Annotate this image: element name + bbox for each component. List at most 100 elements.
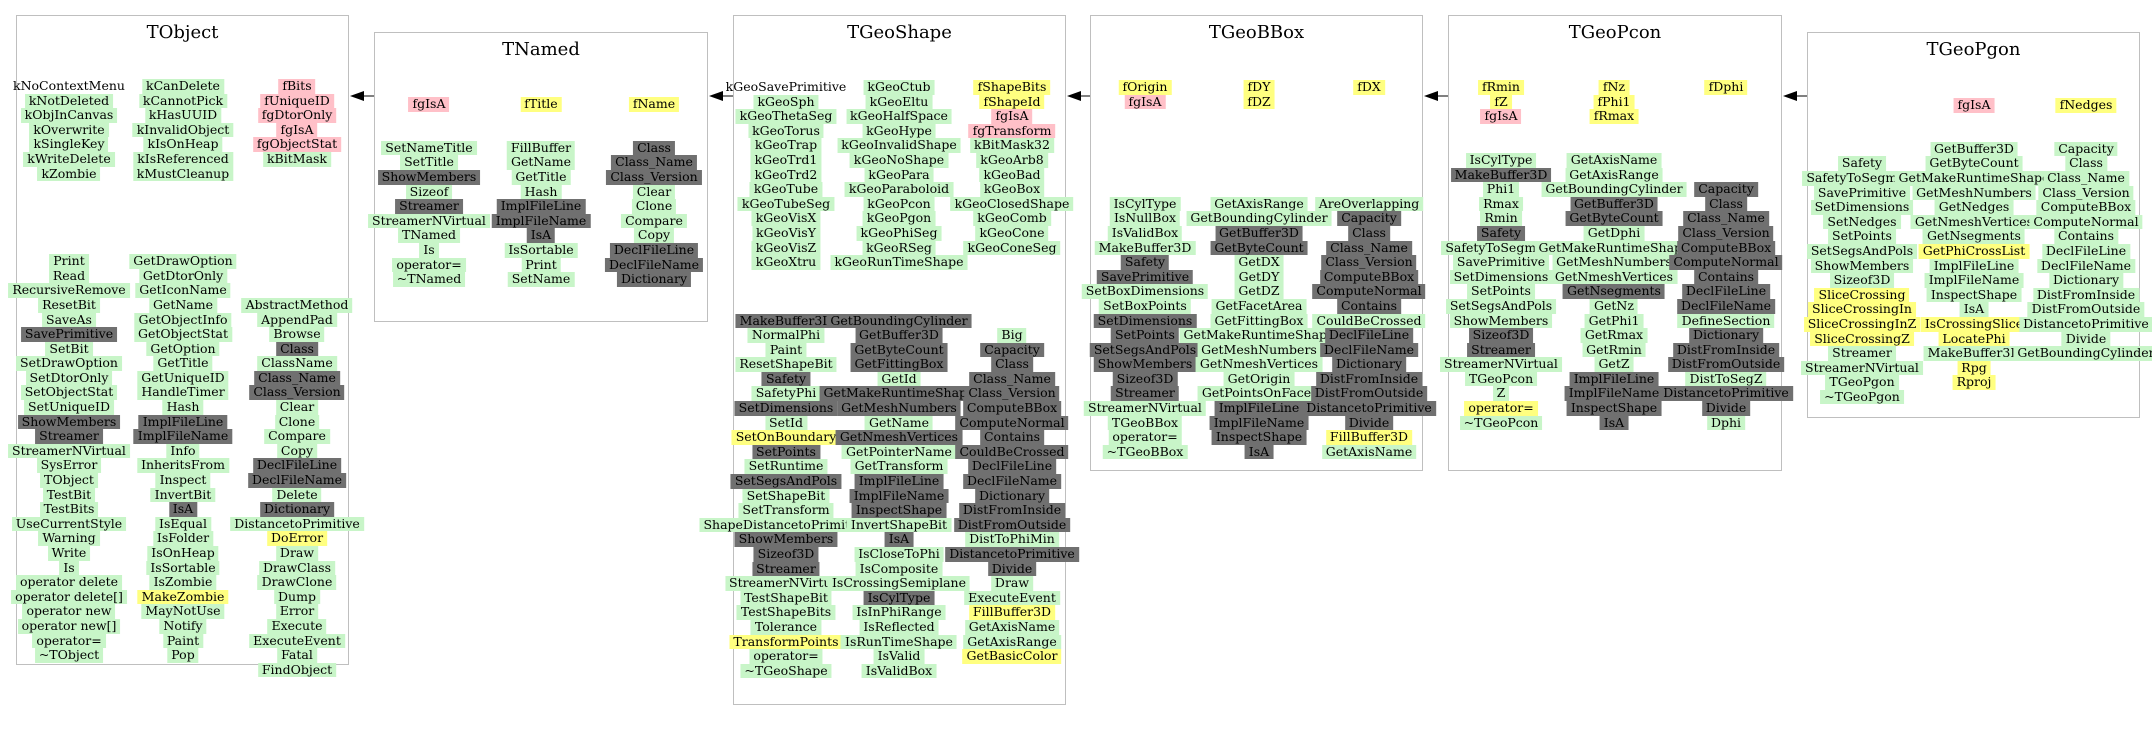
member-item: GetMakeRuntimeShape	[1534, 240, 1694, 256]
member-item: TestShapeBits	[736, 605, 836, 620]
member-item: Rpg	[1957, 360, 1991, 376]
member-item: kGeoHalfSpace	[846, 109, 952, 124]
member-item: AbstractMethod	[241, 297, 353, 313]
member-item: ComputeNormal	[1669, 255, 1783, 270]
member-item: Class_Version	[1678, 225, 1774, 241]
member-item: SysError	[36, 458, 102, 474]
member-item: IsNullBox	[1109, 211, 1181, 226]
member-item: IsSortable	[146, 560, 220, 576]
member-item: Class_Name	[611, 155, 697, 170]
member-item: ResetBit	[38, 297, 100, 313]
member-item: operator delete[]	[11, 589, 127, 605]
member-item: IsCrossingSemiplane	[827, 576, 971, 591]
member-item: DistFromOutside	[1667, 357, 1785, 372]
member-item: CouldBeCrossed	[1312, 313, 1426, 329]
member-item: fOrigin	[1118, 79, 1172, 95]
member-item: Contains	[979, 430, 1045, 445]
member-item: kGeoNoShape	[849, 152, 949, 168]
member-item: SetObjectStat	[20, 385, 118, 401]
member-item: fgIsA	[1480, 109, 1522, 124]
member-item: Copy	[276, 443, 318, 459]
class-box-tgeoshape: TGeoShape kGeoSavePrimitive kGeoSph kGeoTh…	[699, 15, 1079, 705]
member-item: GetNmeshVertices	[835, 430, 963, 445]
member-item: IsA	[884, 532, 914, 547]
member-item: GetFittingBox	[850, 357, 948, 372]
member-item: Class	[1705, 196, 1747, 212]
member-item: IsCylType	[1109, 196, 1181, 212]
member-column: fNz fPhi1 fRmax GetAxisName GetAxisRange GetB…	[1534, 79, 1694, 431]
member-item: SavePrimitive	[1452, 255, 1550, 270]
member-item: MakeZombie	[137, 589, 229, 605]
member-item: SavePrimitive	[1096, 269, 1194, 285]
member-item: Streamer	[752, 561, 820, 577]
member-item: SliceCrossingInZ	[1803, 316, 1921, 332]
member-item: Capacity	[980, 342, 1044, 358]
member-item: kObjInCanvas	[20, 108, 118, 123]
member-item: GetPointerName	[842, 444, 956, 460]
member-item: Draw	[275, 545, 319, 561]
member-item: Dictionary	[1688, 327, 1764, 343]
member-item: kCannotPick	[138, 93, 228, 109]
member-item: Is	[59, 560, 79, 576]
member-item: Class_Name	[254, 370, 340, 386]
member-column: fName Class Class_Name Class_Version Clear Cl…	[604, 96, 704, 287]
member-item: ~TObject	[34, 648, 104, 663]
member-item: Rmin	[1480, 211, 1522, 226]
member-item: Class_Version	[2038, 185, 2134, 201]
member-item: kGeoSph	[753, 94, 819, 110]
member-item: GetByteCount	[1210, 240, 1308, 256]
member-column: Safety SafetyToSegment SavePrimitive SetDim…	[1801, 98, 1923, 405]
member-item: Print	[521, 257, 561, 273]
member-column: fDphi Capacity Class Class_Name Class_Versio…	[1659, 79, 1793, 431]
member-item: GetFacetArea	[1211, 298, 1307, 314]
member-item: kGeoHype	[862, 123, 936, 139]
member-item: GetPhiCrossList	[1918, 243, 2030, 259]
member-item: InvertShapeBit	[846, 517, 952, 533]
member-column: fOrigin fgIsA IsCylType IsNullBox IsValidBox…	[1081, 79, 1209, 460]
member-item: DistancetoPrimitive	[230, 516, 364, 532]
member-item: ImplFileName	[849, 488, 949, 504]
member-item: Clone	[274, 414, 320, 430]
member-item: GetOption	[146, 341, 220, 357]
member-item: kWriteDelete	[23, 151, 115, 167]
member-item: kCanDelete	[142, 78, 224, 94]
member-item: GetZ	[1594, 357, 1634, 372]
member-item: kMustCleanup	[132, 166, 234, 182]
member-item: ShowMembers	[377, 169, 481, 185]
member-item: Class_Name	[969, 371, 1055, 387]
member-column: fRmin fZ fgIsA IsCylType MakeBuffer3D Phi1 Rma…	[1440, 79, 1562, 431]
member-item: Write	[47, 545, 91, 561]
member-item: Z	[1492, 386, 1510, 402]
member-item: LocatePhi	[1938, 331, 2010, 347]
member-item: GetMakeRuntimeShape	[819, 386, 979, 402]
member-item: fBits	[278, 78, 316, 94]
member-item: GetAxisRange	[1210, 196, 1308, 212]
member-item: SetName	[507, 272, 575, 287]
member-item: TGeoPcon	[1464, 371, 1538, 387]
member-item: Class	[633, 140, 675, 156]
member-item: ResetShapeBit	[735, 357, 837, 372]
member-item: ImplFileLine	[496, 199, 586, 214]
member-item: Tolerance	[750, 619, 822, 635]
member-item: SetShapeBit	[742, 488, 830, 504]
member-item: DefineSection	[1677, 313, 1775, 329]
member-item: ComputeBBox	[1676, 240, 1776, 256]
member-item: Copy	[633, 228, 675, 243]
member-item: DeclFileLine	[2041, 243, 2131, 259]
member-item: fShapeId	[979, 94, 1045, 110]
member-column: fTitle FillBuffer GetName GetTitle Hash ImplF…	[491, 96, 591, 287]
member-item: DeclFileLine	[252, 458, 342, 474]
member-item: IsZombie	[149, 575, 217, 590]
member-item: Class	[991, 357, 1033, 372]
member-item: GetBasicColor	[962, 649, 1062, 664]
member-item: Streamer	[1111, 386, 1179, 402]
member-item: GetName	[148, 297, 218, 313]
member-item: GetPhi1	[1584, 313, 1644, 329]
member-item: Fatal	[277, 648, 317, 663]
class-box-tgeobbox: TGeoBBox fOrigin fgIsA IsCylType IsNullBox I…	[1081, 15, 1436, 471]
member-item: kGeoClosedShape	[950, 196, 1074, 212]
member-item: kGeoComb	[973, 211, 1051, 226]
member-item: HandleTimer	[137, 385, 229, 401]
member-item: operator=	[749, 649, 823, 664]
member-item: kGeoRSeg	[862, 240, 936, 256]
